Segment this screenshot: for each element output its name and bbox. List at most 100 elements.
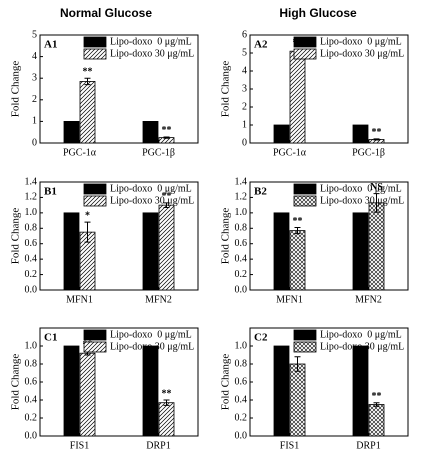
x-tick-label: MFN2 <box>355 294 382 305</box>
error-bar <box>84 77 91 86</box>
y-axis-label: Fold Change <box>10 354 22 411</box>
legend-swatch <box>293 341 317 353</box>
significance-label: ** <box>162 191 172 202</box>
bar <box>289 50 306 144</box>
panel-label: C2 <box>254 332 268 344</box>
y-axis-label: Fold Change <box>220 354 232 411</box>
bar <box>142 345 159 437</box>
y-tick-label: 0 <box>32 137 37 148</box>
y-tick-label: 1.2 <box>235 192 248 203</box>
y-tick-label: 4 <box>32 51 37 62</box>
bar <box>158 204 175 291</box>
bar <box>142 212 159 291</box>
y-tick-label: 0 <box>242 137 247 148</box>
bar <box>289 363 306 437</box>
y-axis-label: Fold Change <box>220 208 232 265</box>
y-axis-label: Fold Change <box>10 208 22 265</box>
x-tick-label: MFN2 <box>145 294 172 305</box>
y-tick-label: 3 <box>32 72 37 83</box>
plot-frame <box>249 181 409 291</box>
y-tick-label: 0.4 <box>25 394 38 405</box>
bar <box>352 212 369 291</box>
y-tick-label: 0.8 <box>235 358 248 369</box>
y-tick-label: 1 <box>242 119 247 130</box>
bar <box>289 230 306 291</box>
legend-label: Lipo-doxo 0 μg/mL <box>110 183 192 194</box>
error-bar <box>373 138 380 141</box>
y-tick-label: 0.6 <box>235 238 248 249</box>
error-bar <box>163 399 170 406</box>
error-bar <box>84 221 91 243</box>
y-tick-label: 0.4 <box>25 253 38 264</box>
error-bar <box>163 202 170 208</box>
bar <box>273 124 290 144</box>
y-tick-label: 3 <box>242 83 247 94</box>
x-tick-label: FIS1 <box>70 440 89 451</box>
bar <box>273 212 290 291</box>
y-tick-label: 0.2 <box>235 412 248 423</box>
significance-label: ** <box>83 66 93 77</box>
bar <box>352 124 369 144</box>
bar <box>352 345 369 437</box>
y-tick-label: 1.2 <box>25 192 38 203</box>
y-axis-label: Fold Change <box>10 61 22 118</box>
panel-label: A2 <box>254 39 268 51</box>
x-tick-label: PGC-1β <box>352 147 385 158</box>
significance-label: NS <box>370 182 383 193</box>
legend-swatch <box>83 195 107 207</box>
significance-label: ** <box>162 125 172 136</box>
plot-frame <box>39 34 199 144</box>
legend-label: Lipo-doxo 30 μg/mL <box>320 48 404 59</box>
bar <box>158 402 175 437</box>
legend-label: Lipo-doxo 30 μg/mL <box>110 195 194 206</box>
legend-label: Lipo-doxo 0 μg/mL <box>110 36 192 47</box>
x-tick-label: PGC-1α <box>273 147 307 158</box>
legend-label: Lipo-doxo 0 μg/mL <box>320 329 402 340</box>
legend-swatch <box>293 183 317 195</box>
legend-swatch <box>293 329 317 341</box>
error-bar <box>294 356 301 372</box>
legend-label: Lipo-doxo 30 μg/mL <box>110 341 194 352</box>
error-bar <box>294 227 301 235</box>
legend-swatch <box>83 48 107 60</box>
significance-label: ** <box>372 127 382 138</box>
legend-swatch <box>83 36 107 48</box>
y-tick-label: 2 <box>32 94 37 105</box>
significance-label: ** <box>293 216 303 227</box>
y-tick-label: 5 <box>32 29 37 40</box>
legend-swatch <box>83 341 107 353</box>
legend-label: Lipo-doxo 0 μg/mL <box>320 36 402 47</box>
x-tick-label: MFN1 <box>276 294 303 305</box>
y-tick-label: 1.0 <box>25 340 38 351</box>
x-tick-label: MFN1 <box>66 294 93 305</box>
y-tick-label: 1.4 <box>25 176 38 187</box>
y-tick-label: 1 <box>32 116 37 127</box>
legend-label: Lipo-doxo 30 μg/mL <box>110 48 194 59</box>
bar <box>142 121 159 144</box>
panel-label: B1 <box>44 186 57 198</box>
legend-label: Lipo-doxo 0 μg/mL <box>110 329 192 340</box>
y-tick-label: 0.2 <box>235 269 248 280</box>
y-tick-label: 0.6 <box>235 376 248 387</box>
plot-frame <box>39 181 199 291</box>
significance-label: ** <box>162 388 172 399</box>
bar <box>63 345 80 437</box>
bar <box>273 345 290 437</box>
y-tick-label: 0.0 <box>25 430 38 441</box>
bar <box>63 121 80 144</box>
bar <box>368 404 385 437</box>
y-tick-label: 1.4 <box>235 176 248 187</box>
y-tick-label: 2 <box>242 101 247 112</box>
y-tick-label: 0.0 <box>25 284 38 295</box>
y-tick-label: 6 <box>242 29 247 40</box>
y-tick-label: 0.2 <box>25 412 38 423</box>
significance-label: ** <box>372 391 382 402</box>
y-tick-label: 0.4 <box>235 394 248 405</box>
y-tick-label: 1.0 <box>235 207 248 218</box>
legend-swatch <box>293 48 317 60</box>
y-tick-label: 0.6 <box>25 238 38 249</box>
column-title: Normal Glucose <box>60 6 152 20</box>
y-tick-label: 0.2 <box>25 269 38 280</box>
y-tick-label: 1.0 <box>235 340 248 351</box>
